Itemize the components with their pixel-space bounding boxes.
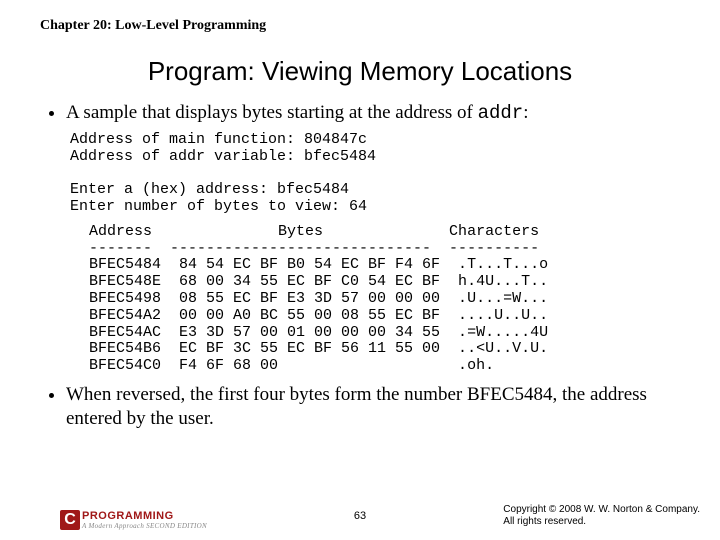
footer: C PROGRAMMING A Modern Approach SECOND E…: [0, 496, 720, 532]
bullet-list-2: When reversed, the first four bytes form…: [48, 383, 690, 431]
logo-programming: PROGRAMMING: [82, 510, 207, 522]
bullet-1: A sample that displays bytes starting at…: [66, 101, 690, 126]
logo-text: PROGRAMMING A Modern Approach SECOND EDI…: [82, 510, 207, 530]
chapter-header: Chapter 20: Low-Level Programming: [0, 0, 720, 34]
memory-dump-table: Address Bytes Characters ------- -------…: [80, 224, 690, 375]
bullet-list: A sample that displays bytes starting at…: [48, 101, 690, 126]
page-number: 63: [354, 510, 366, 522]
copyright: Copyright © 2008 W. W. Norton & Company.…: [503, 504, 700, 528]
copyright-line-1: Copyright © 2008 W. W. Norton & Company.: [503, 504, 700, 516]
bullet-1-code: addr: [478, 102, 524, 124]
copyright-line-2: All rights reserved.: [503, 516, 700, 528]
bullet-1-text: A sample that displays bytes starting at…: [66, 102, 478, 123]
bullet-1-suffix: :: [523, 102, 528, 123]
code-output: Address of main function: 804847c Addres…: [70, 132, 690, 216]
bullet-2: When reversed, the first four bytes form…: [66, 383, 690, 431]
content-area: A sample that displays bytes starting at…: [0, 101, 720, 430]
slide-title: Program: Viewing Memory Locations: [0, 56, 720, 87]
book-logo: C PROGRAMMING A Modern Approach SECOND E…: [60, 510, 207, 530]
logo-subtitle: A Modern Approach SECOND EDITION: [82, 522, 207, 530]
logo-c-icon: C: [60, 510, 80, 530]
